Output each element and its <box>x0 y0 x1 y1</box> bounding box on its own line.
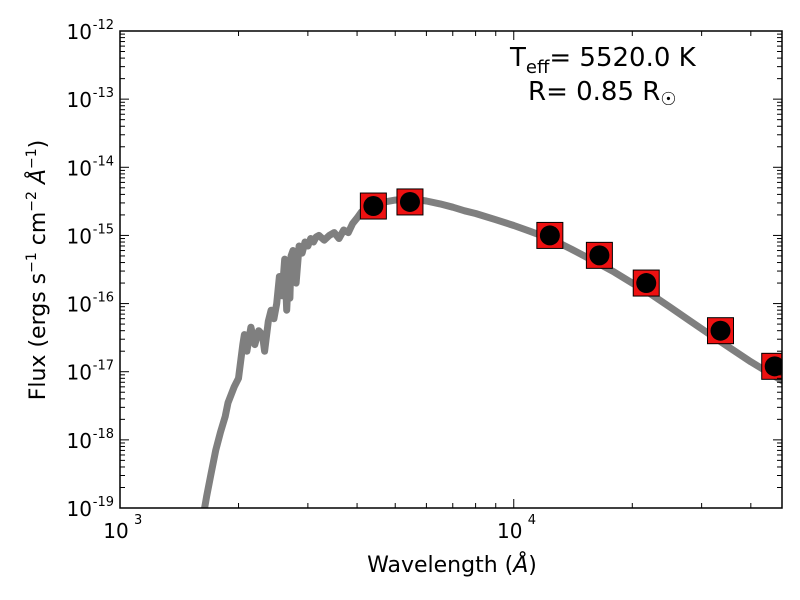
y-axis-label-exp2: −2 <box>24 191 40 212</box>
data-point-2 <box>396 188 424 216</box>
teff-subscript: eff <box>526 57 550 78</box>
y-tick-label: 10 <box>67 20 92 44</box>
y-tick-label: 10 <box>67 293 92 317</box>
y-axis-label-exp1: −1 <box>24 252 40 273</box>
y-tick-base: 10 <box>67 156 92 180</box>
x-axis-label-unit: Å <box>511 551 528 578</box>
axis-ticks: 10-1210-1310-1410-1510-1610-1710-1810-19… <box>67 18 782 543</box>
y-tick-base: 10 <box>67 293 92 317</box>
y-tick-label: 10 <box>67 88 92 112</box>
y-tick-exponent: -16 <box>93 291 114 306</box>
data-point-dot <box>539 225 560 246</box>
plot-area <box>201 188 782 508</box>
y-tick-label: 10 <box>67 361 92 385</box>
y-tick-base: 10 <box>67 361 92 385</box>
y-tick-label: 10 <box>67 497 92 521</box>
x-axis-label-text: Wavelength ( <box>367 553 513 578</box>
radius-annotation: R= 0.85 R☉ <box>528 77 676 110</box>
data-point-dot <box>710 320 731 341</box>
sun-symbol: ☉ <box>660 89 676 110</box>
y-tick-label: 10 <box>67 224 92 248</box>
x-axis-label: Wavelength (Å) <box>367 551 537 578</box>
teff-value: = 5520.0 K <box>549 43 696 73</box>
y-tick-base: 10 <box>67 429 92 453</box>
data-point-7 <box>761 352 782 380</box>
x-tick-label: 10 <box>497 519 522 543</box>
y-tick-label: 10 <box>67 156 92 180</box>
x-tick-exponent: 3 <box>134 513 142 528</box>
data-point-dot <box>399 191 420 212</box>
y-tick-base: 10 <box>67 224 92 248</box>
data-point-5 <box>632 269 660 297</box>
y-tick-exponent: -14 <box>93 154 114 169</box>
data-point-1 <box>359 192 387 220</box>
x-tick-label: 10 <box>103 519 128 543</box>
y-tick-label: 10 <box>67 429 92 453</box>
y-axis-label-close: ) <box>26 140 51 149</box>
y-tick-exponent: -12 <box>93 18 114 33</box>
y-tick-exponent: -15 <box>93 222 114 237</box>
observed-points <box>359 188 782 380</box>
teff-annotation: Teff= 5520.0 K <box>509 43 697 78</box>
teff-symbol: T <box>509 43 526 73</box>
data-point-dot <box>589 245 610 266</box>
x-axis-label-close: ) <box>528 553 537 578</box>
plot-frame <box>119 30 783 509</box>
data-point-dot <box>636 273 657 294</box>
y-axis-label-space <box>26 184 51 191</box>
model-spectrum-line <box>201 195 782 508</box>
y-tick-base: 10 <box>67 497 92 521</box>
data-point-6 <box>706 317 734 345</box>
data-point-dot <box>363 196 384 217</box>
y-tick-exponent: -13 <box>93 86 114 101</box>
data-point-3 <box>536 221 564 249</box>
y-tick-base: 10 <box>67 20 92 44</box>
radius-value: R= 0.85 R <box>528 77 660 107</box>
y-tick-exponent: -18 <box>93 427 114 442</box>
y-tick-exponent: -19 <box>93 495 114 510</box>
y-axis-label-unit: Å <box>24 169 51 186</box>
y-axis-label-exp3: −1 <box>24 148 40 169</box>
y-axis-label-pre: Flux (ergs s <box>26 273 51 400</box>
x-tick-exponent: 4 <box>528 513 536 528</box>
y-tick-base: 10 <box>67 88 92 112</box>
data-point-4 <box>585 241 613 269</box>
y-axis-label: Flux (ergs s−1 cm−2 Å−1) <box>24 140 51 401</box>
y-tick-exponent: -17 <box>93 359 114 374</box>
y-axis-label-mid: cm <box>26 212 51 253</box>
